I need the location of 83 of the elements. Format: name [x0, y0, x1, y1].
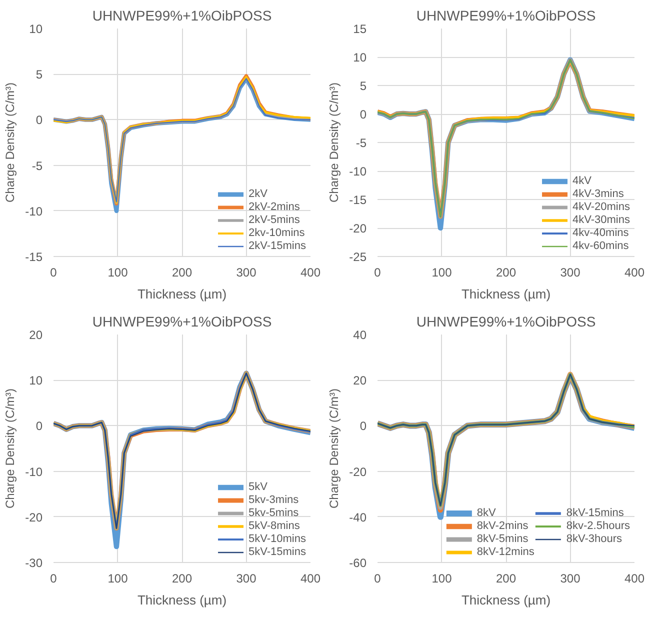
legend-label: 4kV [572, 175, 592, 187]
y-axis-title: Charge Density (C/m³) [327, 82, 342, 203]
legend-label: 8kV-15mins [566, 507, 624, 519]
x-tick-label: 300 [236, 572, 257, 586]
x-tick-label: 400 [624, 266, 645, 280]
legend-label: 5kV-10mins [248, 533, 306, 545]
y-tick-label: 10 [29, 374, 43, 388]
y-axis-title: Charge Density (C/m³) [327, 388, 342, 509]
x-tick-label: 200 [172, 572, 192, 586]
y-tick-label: -60 [349, 556, 367, 570]
legend-label: 5kv-3mins [248, 494, 299, 506]
x-tick-label: 400 [624, 572, 645, 586]
y-tick-label: -5 [356, 136, 367, 150]
legend-label: 5kV-15mins [248, 546, 306, 558]
y-axis-title: Charge Density (C/m³) [3, 82, 18, 203]
x-tick-label: 300 [560, 572, 581, 586]
legend-label: 8kV-12mins [476, 546, 534, 558]
x-tick-label: 100 [108, 266, 128, 280]
y-tick-label: -15 [25, 250, 43, 264]
y-tick-label: 40 [353, 328, 367, 342]
y-tick-label: -10 [25, 204, 43, 218]
y-tick-label: 5 [360, 79, 367, 93]
legend-label: 2kv-10mins [248, 227, 305, 239]
x-tick-label: 300 [236, 266, 257, 280]
y-tick-label: 20 [29, 328, 43, 342]
x-tick-label: 0 [374, 266, 382, 280]
legend-label: 8kV-2mins [476, 520, 528, 532]
x-axis-title: Thickness (µm) [137, 286, 227, 302]
legend-label: 4kv-40mins [572, 227, 629, 239]
y-tick-label: -10 [349, 164, 367, 178]
chart-title: UHNWPE99%+1%OibPOSS [416, 314, 596, 330]
x-tick-label: 100 [432, 266, 452, 280]
x-tick-label: 100 [108, 572, 128, 586]
chart-title: UHNWPE99%+1%OibPOSS [92, 314, 272, 330]
legend-label: 5kV-8mins [248, 520, 300, 532]
y-tick-label: -20 [25, 510, 43, 524]
legend-label: 4kV-30mins [572, 214, 630, 226]
y-axis-title: Charge Density (C/m³) [3, 388, 18, 509]
y-tick-label: 10 [29, 22, 43, 36]
y-tick-label: -20 [349, 464, 367, 479]
legend-label: 2kV-5mins [248, 214, 300, 226]
x-tick-label: 400 [300, 266, 321, 280]
x-tick-label: 200 [172, 266, 192, 280]
legend-label: 2kV [248, 188, 268, 200]
y-tick-label: -10 [25, 464, 43, 479]
legend-label: 2kV-2mins [248, 201, 300, 213]
y-tick-label: -25 [349, 250, 367, 264]
y-tick-label: -30 [25, 556, 43, 570]
legend-label: 4kV-20mins [572, 201, 630, 213]
legend-label: 8kV-5mins [476, 533, 528, 545]
chart-title: UHNWPE99%+1%OibPOSS [92, 8, 272, 24]
x-tick-label: 200 [496, 266, 516, 280]
x-tick-label: 0 [374, 572, 382, 586]
x-tick-label: 0 [50, 266, 58, 280]
x-axis-title: Thickness (µm) [461, 286, 551, 302]
y-tick-label: 10 [353, 50, 367, 64]
x-tick-label: 0 [50, 572, 58, 586]
x-tick-label: 200 [496, 572, 516, 586]
legend-label: 8kV [476, 507, 497, 519]
y-tick-label: 5 [36, 68, 43, 82]
x-axis-title: Thickness (µm) [137, 592, 227, 608]
legend-label: 4kV-3mins [572, 188, 624, 200]
y-tick-label: 15 [353, 22, 367, 36]
y-tick-label: -40 [349, 510, 367, 524]
x-axis-title: Thickness (µm) [461, 592, 551, 608]
y-tick-label: 0 [360, 108, 367, 122]
legend-label: 8kV-3hours [566, 533, 622, 545]
legend-label: 5kv-5mins [248, 507, 299, 519]
legend-label: 5kV [248, 481, 268, 493]
y-tick-label: -20 [349, 222, 367, 236]
x-tick-label: 400 [300, 572, 321, 586]
x-tick-label: 100 [432, 572, 452, 586]
chart-title: UHNWPE99%+1%OibPOSS [416, 8, 596, 24]
y-tick-label: 0 [36, 113, 43, 128]
y-tick-label: -5 [32, 158, 43, 173]
y-tick-label: 0 [36, 419, 43, 434]
legend-label: 2kV-15mins [248, 240, 306, 252]
y-tick-label: -15 [349, 193, 367, 207]
y-tick-label: 0 [360, 419, 367, 434]
legend-label: 8kv-2.5hours [566, 520, 630, 532]
x-tick-label: 300 [560, 266, 581, 280]
y-tick-label: 20 [353, 374, 367, 388]
legend-label: 4kv-60mins [572, 240, 629, 252]
